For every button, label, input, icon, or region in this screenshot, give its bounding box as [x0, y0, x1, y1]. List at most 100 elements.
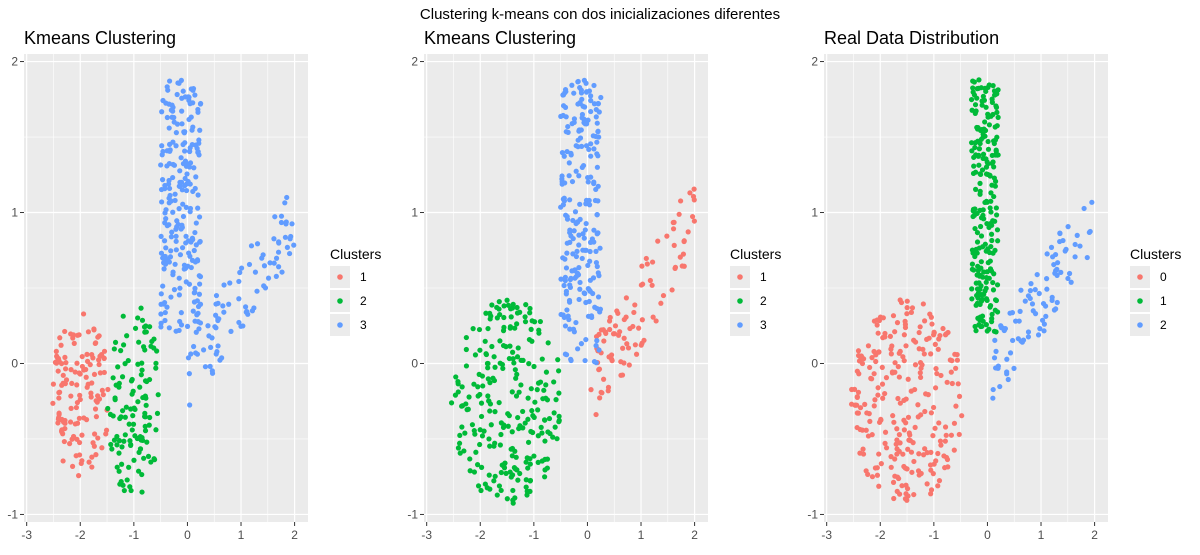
data-point	[987, 205, 993, 211]
data-point	[169, 229, 175, 235]
data-point	[861, 356, 867, 362]
data-point	[153, 360, 159, 366]
data-point	[583, 143, 590, 149]
y-tick-label: 1	[811, 206, 818, 220]
data-point	[494, 492, 500, 498]
data-point	[941, 453, 947, 459]
data-point	[455, 381, 461, 387]
data-point	[653, 318, 659, 324]
data-point	[983, 322, 989, 328]
data-point	[236, 296, 242, 302]
data-point	[471, 381, 477, 387]
data-point	[563, 288, 570, 294]
legend-swatch	[1137, 274, 1143, 280]
data-point	[91, 326, 97, 332]
data-point	[177, 252, 184, 258]
data-point	[138, 372, 144, 378]
data-point	[190, 87, 196, 93]
data-point	[112, 339, 119, 345]
data-point	[236, 278, 242, 285]
data-point	[928, 351, 934, 357]
data-point	[171, 287, 178, 293]
data-point	[904, 497, 910, 503]
data-point	[987, 303, 994, 309]
data-point	[887, 333, 893, 339]
data-point	[928, 314, 934, 320]
data-point	[526, 361, 532, 367]
data-point	[146, 422, 152, 428]
data-point	[109, 446, 115, 452]
data-point	[681, 238, 687, 244]
data-point	[992, 218, 998, 224]
data-point	[272, 214, 278, 220]
data-point	[186, 148, 193, 154]
data-point	[69, 463, 76, 469]
data-point	[868, 375, 874, 381]
data-point	[556, 368, 562, 374]
data-point	[498, 487, 504, 494]
data-point	[180, 201, 186, 207]
data-point	[178, 322, 185, 328]
data-point	[596, 134, 602, 140]
data-point	[192, 229, 198, 236]
data-point	[89, 380, 95, 386]
scatter-points	[448, 77, 697, 506]
data-point	[237, 269, 243, 276]
data-point	[538, 424, 544, 430]
data-point	[523, 484, 529, 490]
y-tick-label: -1	[407, 507, 418, 521]
data-point	[166, 325, 172, 331]
data-point	[575, 79, 581, 85]
data-point	[73, 404, 79, 411]
data-point	[469, 422, 476, 428]
data-point	[593, 411, 599, 418]
data-point	[147, 324, 153, 330]
data-point	[889, 369, 896, 375]
data-point	[497, 338, 503, 344]
data-point	[467, 468, 473, 474]
data-point	[937, 332, 943, 339]
data-point	[531, 319, 538, 325]
data-point	[900, 354, 906, 360]
data-point	[1057, 238, 1063, 245]
data-point	[930, 404, 937, 411]
data-point	[116, 438, 123, 444]
data-point	[981, 97, 988, 103]
data-point	[989, 160, 995, 167]
data-point	[73, 453, 79, 459]
data-point	[179, 245, 186, 251]
data-point	[953, 403, 959, 409]
data-point	[969, 296, 975, 302]
data-point	[904, 311, 910, 317]
data-point	[478, 487, 484, 494]
data-point	[1005, 376, 1011, 383]
data-point	[212, 324, 218, 330]
data-point	[902, 465, 908, 471]
data-point	[111, 346, 117, 352]
data-point	[585, 174, 591, 181]
data-point	[105, 405, 111, 412]
data-point	[855, 389, 862, 395]
data-point	[982, 241, 988, 247]
data-point	[947, 357, 953, 363]
data-point	[1016, 318, 1022, 324]
data-point	[279, 269, 285, 275]
data-point	[159, 143, 165, 149]
data-point	[77, 392, 83, 398]
data-point	[560, 202, 566, 208]
data-point	[183, 187, 190, 194]
data-point	[917, 324, 923, 330]
legend-label: 3	[760, 318, 767, 332]
data-point	[79, 353, 85, 360]
legend-label: 1	[360, 270, 367, 284]
series-1	[968, 77, 1001, 335]
data-point	[922, 408, 928, 415]
series-3	[158, 77, 297, 408]
data-point	[579, 96, 585, 102]
data-point	[571, 329, 577, 335]
data-point	[556, 413, 562, 419]
data-point	[596, 366, 603, 372]
data-point	[988, 190, 994, 196]
data-point	[911, 458, 917, 465]
data-point	[1058, 269, 1064, 275]
